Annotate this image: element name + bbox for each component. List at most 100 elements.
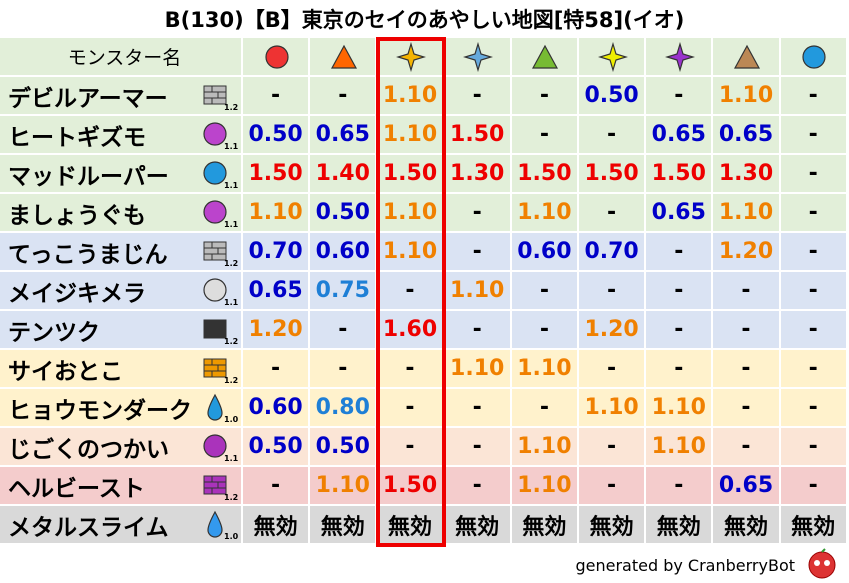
value-cell: 0.60: [243, 389, 311, 428]
multiplier: 1.1: [224, 142, 239, 151]
value-cell: 0.60: [511, 233, 579, 272]
value-cell: -: [243, 77, 311, 116]
icon: [733, 44, 761, 69]
value-cell: 1.50: [377, 467, 445, 506]
multiplier: 1.2: [224, 337, 239, 346]
value-cell: -: [579, 272, 647, 311]
value-cell: -: [780, 233, 848, 272]
value-cell: -: [310, 77, 378, 116]
value-cell: -: [444, 77, 512, 116]
value-cell: 無効: [444, 506, 512, 545]
value-cell: 0.80: [310, 389, 378, 428]
multiplier: 1.2: [224, 493, 239, 502]
value-cell: 1.10: [511, 467, 579, 506]
value-cell: -: [377, 428, 445, 467]
value-cell: 0.70: [579, 233, 647, 272]
value-cell: 無効: [579, 506, 647, 545]
highlight: [376, 37, 446, 547]
value-cell: -: [444, 311, 512, 350]
value-cell: -: [780, 194, 848, 233]
monster-name: デビルアーマー: [0, 77, 243, 116]
icon: [207, 393, 223, 421]
value-cell: 1.40: [310, 155, 378, 194]
value-cell: 1.10: [377, 77, 445, 116]
value-cell: -: [377, 272, 445, 311]
value-cell: 1.60: [377, 311, 445, 350]
value-cell: 無効: [780, 506, 848, 545]
icon: [203, 122, 227, 146]
icon: [597, 42, 628, 72]
header-cell: モンスター名: [0, 38, 243, 77]
icon: [203, 241, 227, 261]
value-cell: -: [780, 467, 848, 506]
value-cell: 0.60: [310, 233, 378, 272]
value-cell: -: [511, 116, 579, 155]
multiplier: 1.0: [224, 415, 239, 424]
value-cell: 1.10: [713, 77, 781, 116]
value-cell: 1.10: [646, 389, 714, 428]
value-cell: 1.50: [579, 155, 647, 194]
value-cell: 1.10: [444, 350, 512, 389]
value-cell: 無効: [646, 506, 714, 545]
value-cell: -: [579, 467, 647, 506]
monster-name: ましょうぐも: [0, 194, 243, 233]
monster-name: てっこうまじん: [0, 233, 243, 272]
value-cell: 1.10: [511, 428, 579, 467]
value-cell: -: [511, 272, 579, 311]
multiplier: 1.0: [224, 532, 239, 541]
value-cell: -: [780, 155, 848, 194]
value-cell: 0.65: [713, 467, 781, 506]
icon: [463, 42, 494, 72]
value-cell: -: [646, 77, 714, 116]
value-cell: -: [780, 389, 848, 428]
value-cell: 0.65: [713, 116, 781, 155]
value-cell: -: [579, 350, 647, 389]
value-cell: 1.50: [377, 155, 445, 194]
monster-name: サイおとこ: [0, 350, 243, 389]
value-cell: 1.50: [243, 155, 311, 194]
value-cell: 0.50: [310, 428, 378, 467]
multiplier: 1.2: [224, 259, 239, 268]
value-cell: 1.10: [646, 428, 714, 467]
value-cell: -: [243, 467, 311, 506]
value-cell: 1.20: [579, 311, 647, 350]
icon: [203, 434, 227, 458]
value-cell: -: [713, 311, 781, 350]
value-cell: 1.30: [713, 155, 781, 194]
bot-icon: [808, 548, 836, 579]
monster-name: マッドルーパー: [0, 155, 243, 194]
value-cell: -: [713, 272, 781, 311]
monster-name: メタルスライム: [0, 506, 243, 545]
value-cell: 1.10: [511, 350, 579, 389]
multiplier: 1.1: [224, 454, 239, 463]
icon: [203, 85, 227, 105]
icon: [203, 358, 227, 378]
value-cell: -: [511, 389, 579, 428]
value-cell: 1.50: [511, 155, 579, 194]
monster-name: ヘルビースト: [0, 467, 243, 506]
value-cell: -: [780, 272, 848, 311]
value-cell: -: [780, 350, 848, 389]
icon: [532, 44, 559, 69]
value-cell: 0.65: [646, 194, 714, 233]
value-cell: 0.50: [310, 194, 378, 233]
value-cell: 1.10: [310, 467, 378, 506]
title: B(130)【B】東京のセイのあやしい地図[特58](イオ): [164, 8, 685, 32]
icon: [203, 200, 227, 224]
value-cell: -: [444, 428, 512, 467]
value-cell: -: [310, 311, 378, 350]
value-cell: -: [713, 350, 781, 389]
icon: [264, 45, 289, 69]
value-cell: -: [444, 194, 512, 233]
icon: [802, 45, 826, 69]
multiplier: 1.2: [224, 376, 239, 385]
value-cell: -: [646, 233, 714, 272]
value-cell: 1.10: [377, 116, 445, 155]
value-cell: -: [511, 311, 579, 350]
multiplier: 1.1: [224, 220, 239, 229]
icon: [203, 319, 227, 339]
value-cell: -: [780, 311, 848, 350]
value-cell: -: [579, 116, 647, 155]
icon: [203, 475, 227, 495]
